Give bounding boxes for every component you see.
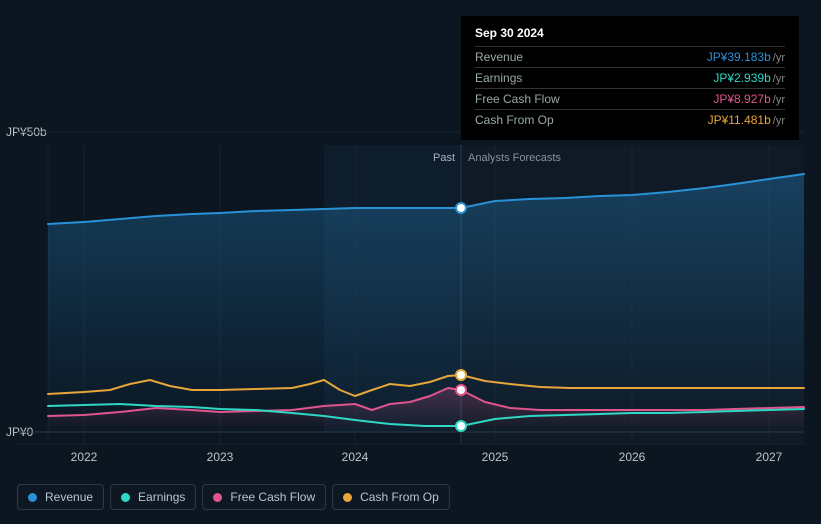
- legend-item-label: Revenue: [45, 490, 93, 504]
- tooltip-row-value: JP¥8.927b: [713, 92, 770, 106]
- tooltip-row: Cash From Op JP¥11.481b/yr: [475, 109, 785, 130]
- legend-dot-icon: [343, 493, 352, 502]
- legend-item-revenue[interactable]: Revenue: [17, 484, 104, 510]
- x-tick-label: 2022: [71, 450, 98, 464]
- legend-item-cash-from-op[interactable]: Cash From Op: [332, 484, 450, 510]
- tooltip-title: Sep 30 2024: [475, 26, 785, 40]
- x-tick-label: 2024: [342, 450, 369, 464]
- legend-item-label: Cash From Op: [360, 490, 439, 504]
- tooltip-row-label: Revenue: [475, 50, 523, 64]
- x-tick-label: 2026: [619, 450, 646, 464]
- tooltip-row-label: Cash From Op: [475, 113, 554, 127]
- tooltip-row-suffix: /yr: [773, 115, 785, 127]
- legend-item-earnings[interactable]: Earnings: [110, 484, 196, 510]
- tooltip-row: Earnings JP¥2.939b/yr: [475, 67, 785, 88]
- legend-dot-icon: [121, 493, 130, 502]
- tooltip: Sep 30 2024 RevenueJP¥39.183b/yrEarnings…: [461, 16, 799, 140]
- x-tick-label: 2023: [207, 450, 234, 464]
- x-tick-label: 2025: [482, 450, 509, 464]
- legend-item-label: Free Cash Flow: [230, 490, 315, 504]
- tooltip-row-suffix: /yr: [773, 94, 785, 106]
- tooltip-row-value: JP¥2.939b: [713, 71, 770, 85]
- legend: Revenue Earnings Free Cash Flow Cash From O…: [17, 484, 450, 510]
- tooltip-row: Free Cash Flow JP¥8.927b/yr: [475, 88, 785, 109]
- tooltip-row-value: JP¥11.481b: [708, 113, 771, 127]
- tooltip-row: Revenue JP¥39.183b/yr: [475, 46, 785, 67]
- legend-item-label: Earnings: [138, 490, 185, 504]
- tooltip-row-value: JP¥39.183b: [707, 50, 771, 64]
- legend-dot-icon: [28, 493, 37, 502]
- tooltip-row-label: Free Cash Flow: [475, 92, 560, 106]
- legend-item-free-cash-flow[interactable]: Free Cash Flow: [202, 484, 326, 510]
- x-tick-label: 2027: [756, 450, 783, 464]
- tooltip-row-suffix: /yr: [773, 73, 785, 85]
- tooltip-row-suffix: /yr: [773, 52, 785, 64]
- legend-dot-icon: [213, 493, 222, 502]
- tooltip-row-label: Earnings: [475, 71, 522, 85]
